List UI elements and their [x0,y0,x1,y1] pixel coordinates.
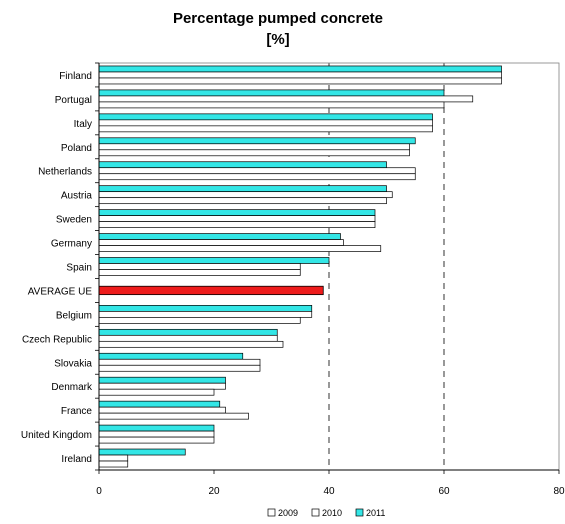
category-label: Italy [74,119,92,130]
bar-slovakia-2010 [98,358,261,366]
category-label: Spain [66,263,92,274]
legend: 2009 2010 2011 [267,508,385,518]
category-label: Czech Republic [22,334,92,345]
chart-title: Percentage pumped concrete [173,10,383,27]
bar-spain-2010 [98,263,301,270]
bar-germany-2009 [98,245,382,252]
bar-netherlands-2009 [98,173,416,181]
category-label: Belgium [56,310,92,321]
bar-sweden-2010 [98,215,376,222]
legend-label-2011: 2011 [366,508,385,518]
bar-italy-2010 [98,119,433,127]
bar-france-2011 [98,400,221,408]
bars [98,65,502,468]
category-label: Slovakia [54,358,92,369]
bar-italy-2011 [98,113,433,121]
bar-belgium-2010 [98,311,313,318]
bar-poland-2009 [98,149,410,157]
chart-subtitle: [%] [266,31,289,48]
category-label: Austria [61,191,93,202]
category-labels: Finland Portugal Italy Poland Netherlands Aus… [21,71,93,465]
bar-finland-2011 [98,65,502,73]
bar-germany-2010 [98,239,344,246]
bar-slovakia-2009 [98,364,261,372]
legend-label-2010: 2010 [322,508,342,518]
bar-poland-2011 [98,137,416,145]
bar-average-ue [98,285,324,296]
bar-czech-republic-2009 [98,340,284,348]
category-label: Sweden [56,215,92,226]
bar-slovakia-2011 [98,352,244,360]
bar-denmark-2009 [98,388,215,396]
category-label: Netherlands [38,167,92,178]
bar-belgium-2011 [98,305,313,312]
bar-austria-2011 [98,185,387,193]
x-tick-label: 40 [323,486,335,497]
category-label: Portugal [55,95,92,106]
bar-austria-2009 [98,197,387,205]
bar-united-kingdom-2009 [98,436,215,444]
bar-germany-2011 [98,233,341,240]
category-label: Ireland [61,454,92,465]
category-label: Denmark [51,382,93,393]
bar-portugal-2011 [98,89,445,97]
bar-denmark-2010 [98,382,226,390]
category-label: Germany [51,239,92,250]
bar-sweden-2011 [98,209,376,216]
category-label: Finland [59,71,92,82]
bar-france-2010 [98,406,226,414]
bar-ireland-2011 [98,448,186,456]
axes [95,62,560,474]
bar-czech-republic-2011 [98,328,278,336]
bar-belgium-2009 [98,317,301,324]
bar-france-2009 [98,412,249,420]
bar-finland-2010 [98,71,502,79]
category-label: United Kingdom [21,430,92,441]
x-tick-label: 80 [553,486,565,497]
x-tick-label: 20 [208,486,220,497]
bar-spain-2009 [98,269,301,276]
bar-czech-republic-2010 [98,334,278,342]
bar-united-kingdom-2010 [98,430,215,438]
x-tick-label: 60 [438,486,450,497]
bar-spain-2011 [98,257,330,264]
bar-austria-2010 [98,191,393,199]
bar-netherlands-2011 [98,161,387,169]
bar-portugal-2010 [98,95,474,103]
legend-swatch-2010 [311,508,320,517]
category-label: AVERAGE UE [28,286,93,297]
category-label: Poland [61,143,92,154]
legend-swatch-2011 [355,508,364,517]
bar-netherlands-2010 [98,167,416,175]
bar-ireland-2010 [98,454,129,462]
bar-ireland-2009 [98,460,129,468]
bar-poland-2010 [98,143,410,151]
category-label: France [61,406,93,417]
x-tick-labels: 0 20 40 60 80 [96,486,565,497]
bar-finland-2009 [98,77,502,85]
legend-swatch-2009 [267,508,276,517]
bar-denmark-2011 [98,376,226,384]
legend-label-2009: 2009 [278,508,298,518]
bar-italy-2009 [98,125,433,133]
bar-united-kingdom-2011 [98,424,215,432]
bar-sweden-2009 [98,221,376,228]
bar-portugal-2009 [98,101,445,109]
x-tick-label: 0 [96,486,102,497]
